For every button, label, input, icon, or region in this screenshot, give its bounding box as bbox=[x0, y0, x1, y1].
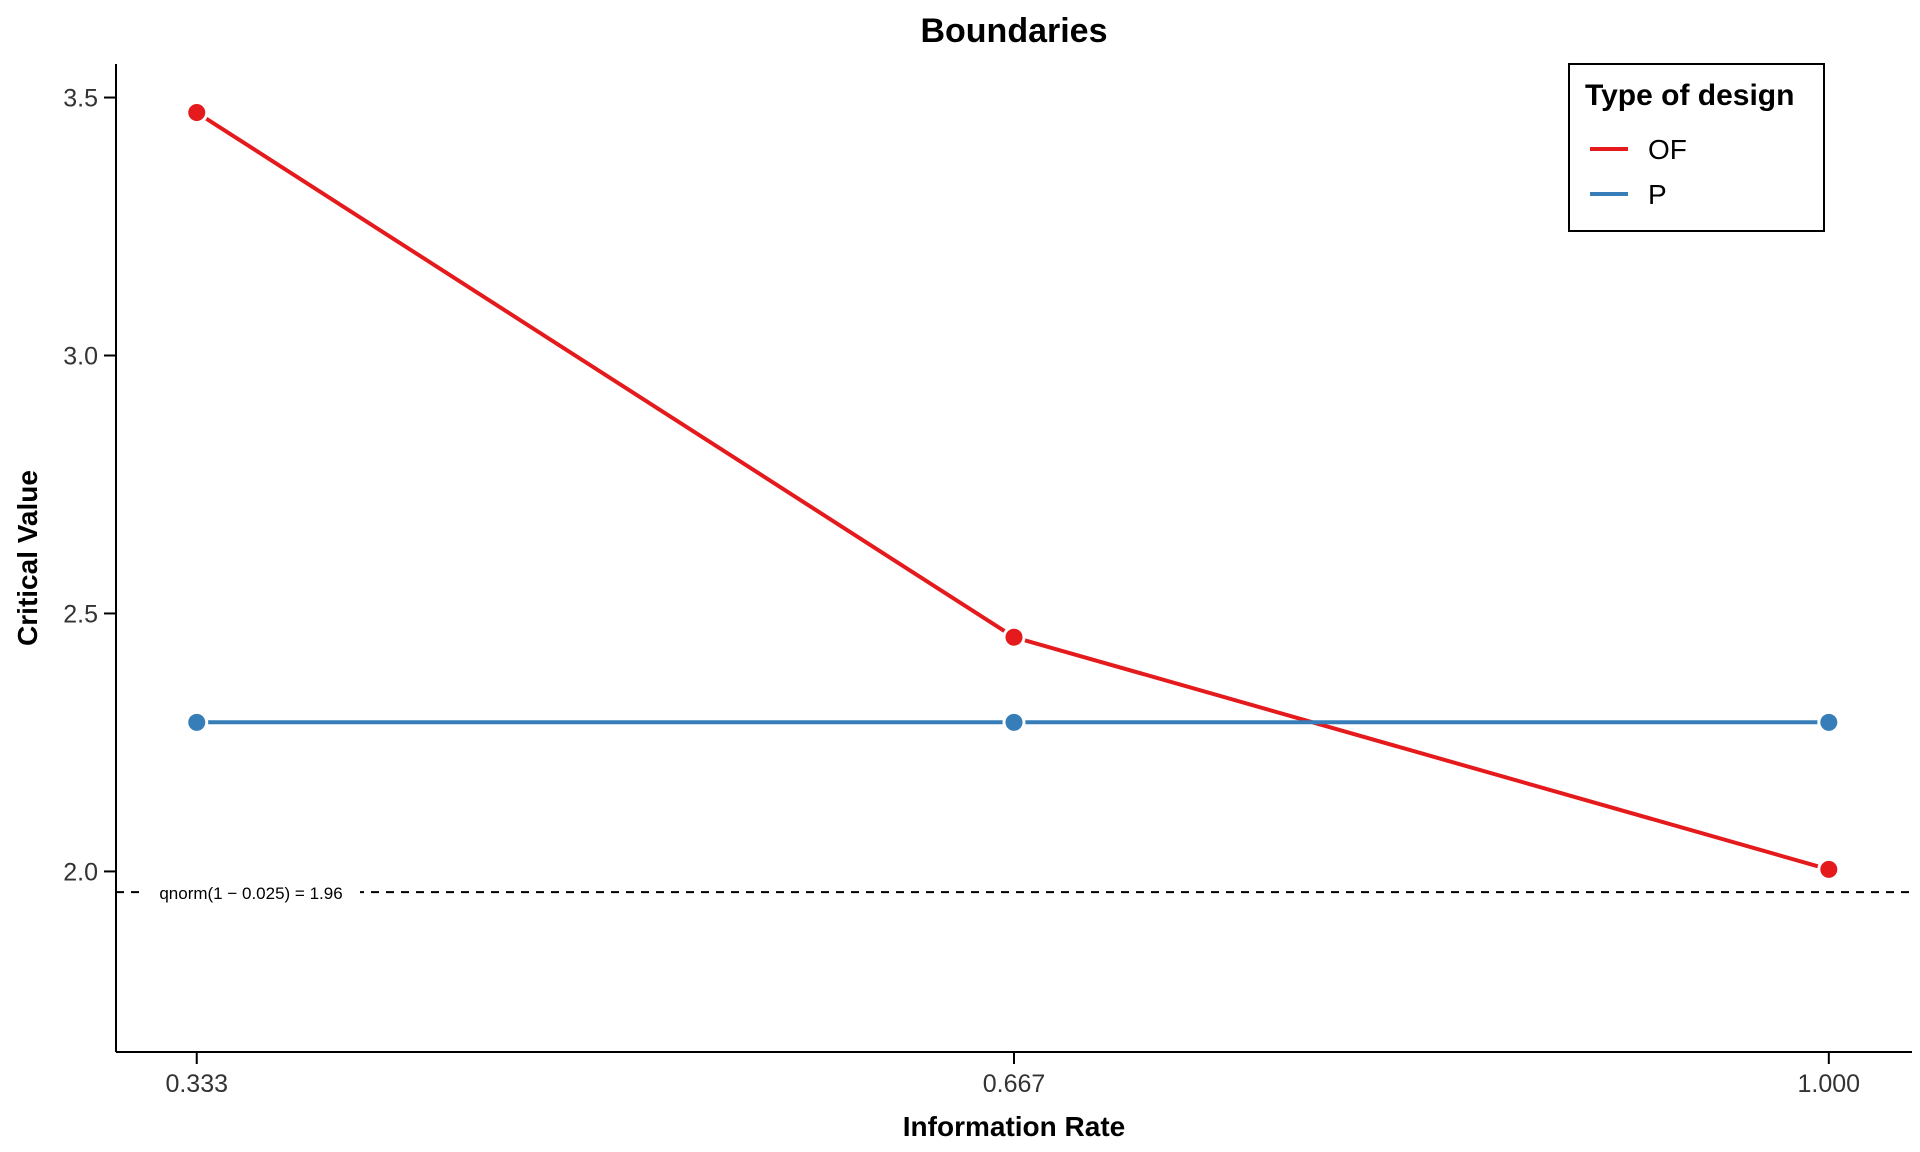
legend-label-p: P bbox=[1648, 179, 1667, 210]
x-tick-label: 1.000 bbox=[1798, 1070, 1861, 1098]
legend-label-of: OF bbox=[1648, 134, 1687, 165]
data-point-p bbox=[185, 710, 209, 734]
reference-label-background bbox=[142, 879, 360, 906]
x-tick-label: 0.333 bbox=[165, 1070, 228, 1098]
y-axis-ticks: 2.0 2.5 3.0 3.5 bbox=[63, 85, 116, 886]
x-axis-ticks: 0.333 0.667 1.000 bbox=[165, 1052, 1860, 1098]
y-tick-label: 3.0 bbox=[63, 342, 98, 370]
data-point-of bbox=[1817, 857, 1841, 881]
data-point-p bbox=[1002, 710, 1026, 734]
chart-title: Boundaries bbox=[920, 12, 1107, 50]
legend: Type of design OF P bbox=[1568, 63, 1825, 232]
series-points bbox=[185, 100, 1841, 881]
x-axis-label: Information Rate bbox=[903, 1111, 1125, 1142]
data-point-of bbox=[1002, 625, 1026, 649]
reference-line-group: qnorm(1 − 0.025) = 1.96 bbox=[116, 879, 1912, 906]
y-tick-label: 2.5 bbox=[63, 600, 98, 628]
y-tick-label: 3.5 bbox=[63, 85, 98, 113]
x-tick-label: 0.667 bbox=[983, 1070, 1046, 1098]
data-point-p bbox=[1817, 710, 1841, 734]
legend-title: Type of design bbox=[1585, 79, 1794, 112]
y-tick-label: 2.0 bbox=[63, 858, 98, 886]
y-axis-label: Critical Value bbox=[12, 470, 43, 646]
legend-items: OF P bbox=[1590, 134, 1687, 210]
reference-line-label: qnorm(1 − 0.025) = 1.96 bbox=[159, 884, 342, 903]
data-point-of bbox=[185, 100, 209, 124]
